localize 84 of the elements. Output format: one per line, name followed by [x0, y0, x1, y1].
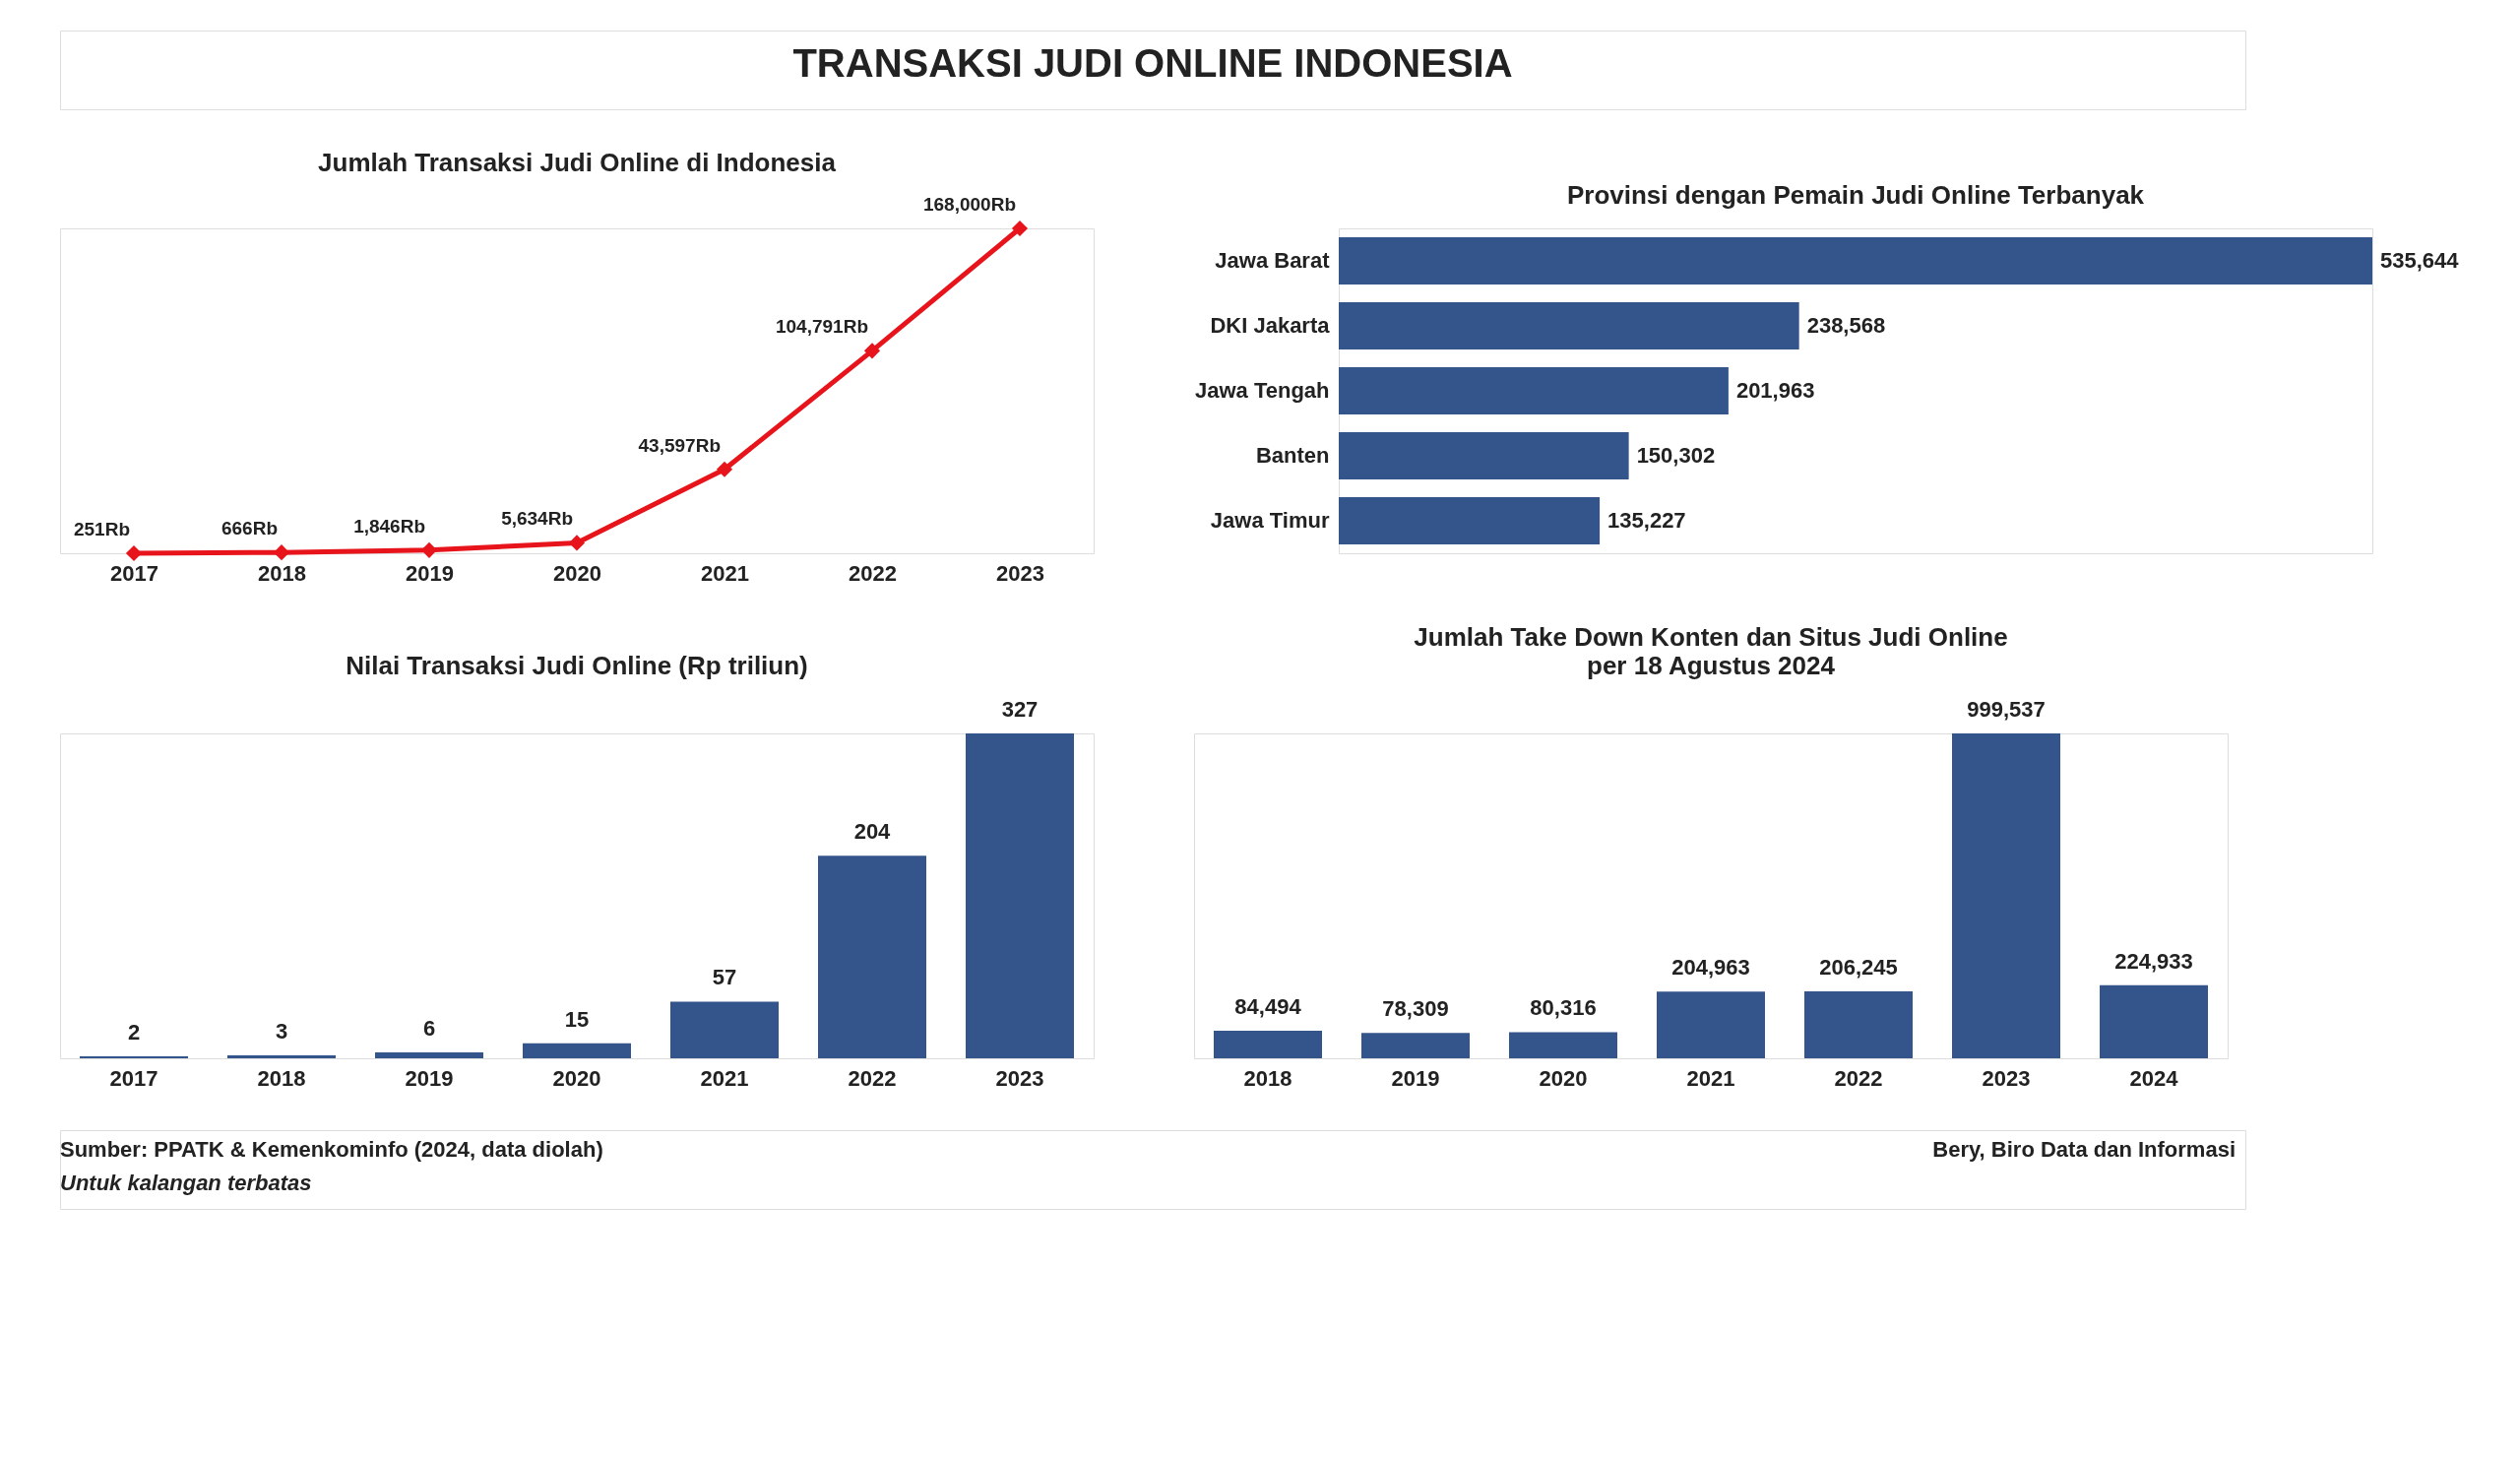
- bar: [670, 1001, 779, 1058]
- data-label: 206,245: [1819, 954, 1898, 980]
- data-label: 2: [127, 1019, 141, 1045]
- data-label: 80,316: [1530, 995, 1597, 1021]
- text: Bery, Biro Data dan Informasi: [1932, 1137, 2236, 1162]
- x-tick-label: 2020: [553, 560, 601, 586]
- x-tick-label: 2020: [1539, 1065, 1588, 1091]
- bar: [1952, 733, 2060, 1058]
- x-tick-label: 2023: [996, 560, 1044, 586]
- data-label: 84,494: [1234, 994, 1302, 1020]
- bar: [1361, 1033, 1470, 1058]
- x-tick-label: 2020: [552, 1065, 601, 1091]
- chart-title: Jumlah Take Down Konten dan Situs Judi Online: [1414, 622, 2008, 652]
- x-tick-label: 2021: [700, 1065, 749, 1091]
- data-label: 201,963: [1735, 378, 1815, 403]
- bar: [1509, 1032, 1617, 1058]
- data-label: 251Rb: [73, 519, 130, 539]
- data-label: 15: [564, 1006, 590, 1032]
- data-label: 6: [422, 1015, 436, 1041]
- x-tick-label: 2021: [701, 560, 749, 586]
- y-tick-label: Jawa Barat: [1215, 248, 1331, 273]
- bar: [1339, 497, 1601, 544]
- x-tick-label: 2023: [1982, 1065, 2031, 1091]
- bar: [523, 1043, 631, 1058]
- bar: [1339, 367, 1729, 414]
- data-label: 104,791Rb: [775, 316, 868, 338]
- data-label: 238,568: [1806, 313, 1886, 338]
- data-label: 204: [853, 819, 892, 845]
- text: Sumber: PPATK & Kemenkominfo (2024, data diolah): [60, 1137, 603, 1162]
- data-label: 327: [1001, 697, 1039, 722]
- text: TRANSAKSI JUDI ONLINE INDONESIA: [792, 41, 1513, 85]
- bar: [966, 733, 1074, 1058]
- chart-title: Nilai Transaksi Judi Online (Rp triliun): [346, 651, 808, 680]
- x-tick-label: 2022: [849, 560, 897, 586]
- bar: [1657, 991, 1765, 1058]
- data-label: 999,537: [1967, 697, 2046, 722]
- x-tick-label: 2023: [995, 1065, 1044, 1091]
- data-label: 3: [275, 1018, 288, 1044]
- data-label: 78,309: [1382, 996, 1449, 1022]
- data-label: 1,846Rb: [353, 515, 425, 537]
- bar: [227, 1054, 336, 1058]
- chart-title: Jumlah Transaksi Judi Online di Indonesia: [318, 148, 837, 177]
- data-label: 666Rb: [220, 518, 278, 539]
- x-tick-label: 2019: [405, 1065, 454, 1091]
- x-tick-label: 2019: [1391, 1065, 1440, 1091]
- x-tick-label: 2017: [109, 1065, 158, 1091]
- x-tick-label: 2017: [110, 560, 158, 586]
- data-label: 5,634Rb: [501, 508, 573, 530]
- point: [863, 343, 881, 359]
- bar: [1339, 432, 1629, 479]
- data-label: 204,963: [1671, 955, 1750, 981]
- point: [1011, 220, 1029, 237]
- bar: [375, 1051, 483, 1058]
- y-tick-label: Jawa Tengah: [1194, 378, 1330, 403]
- x-tick-label: 2024: [2129, 1065, 2179, 1091]
- x-tick-label: 2018: [258, 560, 306, 586]
- y-tick-label: DKI Jakarta: [1210, 313, 1331, 338]
- point: [568, 535, 586, 551]
- point: [716, 461, 733, 477]
- data-label: 57: [712, 965, 737, 990]
- x-tick-label: 2022: [1834, 1065, 1883, 1091]
- bar: [1214, 1031, 1322, 1058]
- data-label: 224,933: [2114, 948, 2193, 974]
- bar: [818, 855, 926, 1058]
- data-label: 168,000Rb: [922, 194, 1016, 215]
- bar: [1339, 237, 2372, 285]
- x-tick-label: 2019: [406, 560, 454, 586]
- x-tick-label: 2022: [848, 1065, 897, 1091]
- x-tick-label: 2018: [257, 1065, 306, 1091]
- bar: [1804, 990, 1913, 1058]
- data-label: 535,644: [2380, 248, 2460, 273]
- x-tick-label: 2021: [1686, 1065, 1735, 1091]
- x-tick-label: 2018: [1243, 1065, 1292, 1091]
- chart-title: Provinsi dengan Pemain Judi Online Terbanyak: [1566, 180, 2145, 210]
- text: Untuk kalangan terbatas: [60, 1171, 312, 1195]
- bar: [2100, 984, 2208, 1058]
- chart-subtitle: per 18 Agustus 2024: [1587, 651, 1836, 680]
- data-label: 43,597Rb: [638, 434, 721, 456]
- bar: [80, 1055, 188, 1058]
- data-label: 135,227: [1607, 508, 1686, 533]
- y-tick-label: Banten: [1255, 443, 1330, 468]
- bar: [1339, 302, 1799, 349]
- data-label: 150,302: [1636, 443, 1716, 468]
- y-tick-label: Jawa Timur: [1210, 508, 1330, 533]
